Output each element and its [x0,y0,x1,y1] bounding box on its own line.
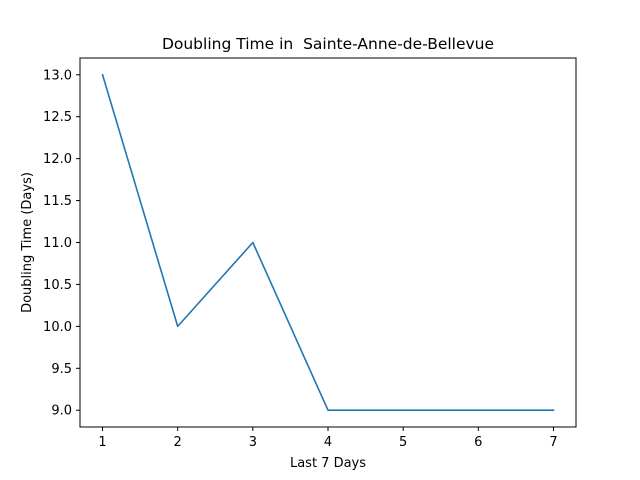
plot-area [79,57,577,428]
series-line [101,73,555,412]
x-tick-label: 7 [549,435,557,450]
x-tick-label: 4 [324,435,332,450]
x-tick-label: 6 [474,435,482,450]
y-tick-label: 9.0 [51,404,72,419]
y-tick-label: 11.5 [43,194,72,209]
x-axis-ticks: 1 2 3 4 5 6 7 [98,427,558,450]
y-tick-label: 10.0 [43,320,72,335]
x-axis-label: Last 7 Days [290,456,366,471]
y-tick-label: 12.5 [43,110,72,125]
x-tick-label: 1 [98,435,106,450]
y-tick-label: 12.0 [43,152,72,167]
y-axis-ticks: 9.0 9.5 10.0 10.5 11.0 11.5 12.0 12.5 13.0 [43,68,80,419]
y-tick-label: 11.0 [43,236,72,251]
y-tick-label: 9.5 [51,362,72,377]
y-tick-label: 13.0 [43,68,72,83]
x-tick-label: 5 [399,435,407,450]
series-layer [101,73,555,412]
chart-title: Doubling Time in Sainte-Anne-de-Bellevue [162,35,494,53]
y-axis-label: Doubling Time (Days) [20,172,35,313]
x-tick-label: 3 [249,435,257,450]
y-tick-label: 10.5 [43,278,72,293]
x-tick-label: 2 [174,435,182,450]
